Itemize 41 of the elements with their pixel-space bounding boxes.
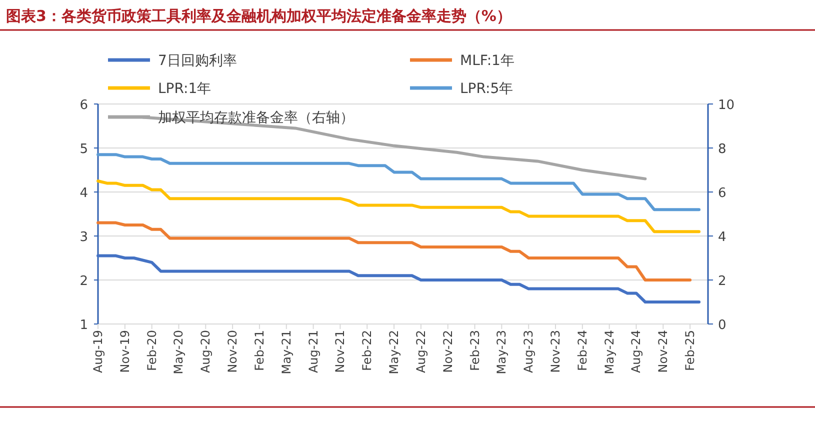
x-tick-label: Aug-19 (91, 330, 105, 374)
legend-label: LPR:5年 (460, 81, 514, 97)
x-tick-label: May-24 (602, 330, 616, 374)
x-tick-label: May-22 (387, 330, 402, 374)
x-tick-label: Feb-21 (252, 330, 266, 371)
x-tick-label: May-21 (279, 330, 294, 374)
x-tick-label: Nov-24 (656, 330, 670, 373)
y2-tick-label: 2 (718, 274, 726, 289)
legend-label: 加权平均存款准备金率（右轴） (158, 110, 354, 126)
y2-tick-label: 4 (718, 230, 726, 245)
y-tick-label: 2 (80, 274, 88, 289)
y-tick-label: 4 (80, 186, 88, 201)
x-tick-label: Aug-20 (198, 330, 213, 374)
x-tick-label: May-23 (494, 330, 509, 374)
legend-label: 7日回购利率 (158, 53, 237, 69)
y-tick-label: 6 (80, 98, 88, 113)
y-tick-label: 5 (80, 142, 88, 157)
x-tick-label: Aug-23 (522, 330, 536, 374)
legend-label: MLF:1年 (460, 53, 514, 69)
x-tick-label: Feb-23 (468, 330, 482, 371)
y2-tick-label: 6 (718, 186, 726, 201)
x-tick-label: Feb-25 (683, 330, 698, 371)
y-tick-label: 1 (80, 318, 88, 333)
chart-title: 图表3：各类货币政策工具利率及金融机构加权平均法定准备金率走势（%） (6, 7, 512, 25)
x-tick-label: Feb-22 (360, 330, 374, 371)
y-tick-label: 3 (80, 230, 88, 245)
y2-tick-label: 10 (718, 98, 735, 113)
x-tick-label: Feb-24 (575, 330, 590, 371)
x-tick-label: Feb-20 (144, 330, 159, 371)
y2-tick-label: 0 (718, 318, 726, 333)
x-tick-label: Nov-21 (333, 330, 348, 373)
x-tick-label: Nov-22 (440, 330, 455, 373)
x-tick-label: Nov-23 (548, 330, 562, 373)
x-tick-label: Aug-21 (306, 330, 320, 374)
x-tick-label: May-20 (172, 330, 186, 374)
x-tick-label: Nov-19 (118, 330, 132, 373)
legend-label: LPR:1年 (158, 81, 212, 97)
x-tick-label: Aug-22 (414, 330, 428, 374)
x-tick-label: Nov-20 (226, 330, 240, 373)
x-tick-label: Aug-24 (629, 330, 644, 374)
y2-tick-label: 8 (718, 142, 726, 157)
